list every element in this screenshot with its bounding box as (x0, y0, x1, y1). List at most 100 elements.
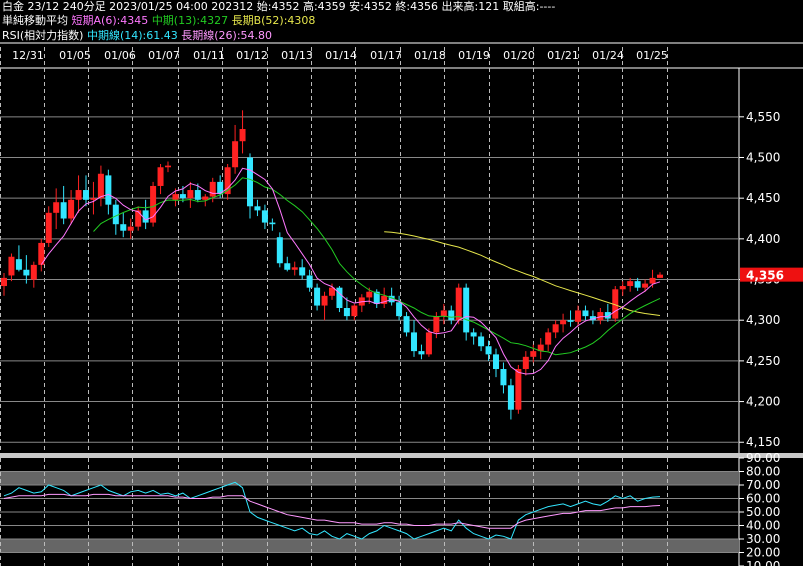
candle-body (478, 336, 485, 347)
candle-body (545, 332, 552, 345)
candle-body (112, 204, 119, 225)
date-tick-label: 01/11 (193, 49, 225, 62)
candle-body (284, 263, 291, 270)
candle-body (522, 356, 529, 370)
date-tick-label: 01/25 (636, 49, 668, 62)
rsi-series-line (3, 493, 661, 529)
candle-body (612, 289, 619, 319)
candle-body (567, 320, 574, 322)
last-price-label: 4,356 (746, 269, 784, 283)
price-tick-label: 4,450 (746, 191, 780, 205)
price-tick-label: 4,500 (746, 150, 780, 164)
last-price-tag (740, 267, 803, 282)
rsi-legend: RSI(相対力指数) 中期線(14):61.43 長期線(26):54.80 (2, 29, 272, 43)
candle-body (552, 324, 559, 333)
candle-body (314, 287, 321, 306)
rsi-tick-label: 80.00 (746, 465, 780, 479)
candle-body (642, 283, 649, 288)
price-tick-label: 4,400 (746, 232, 780, 246)
rsi-tick-label: 60.00 (746, 492, 780, 506)
rsi-long-label: 長期線(26):54.80 (181, 29, 273, 42)
candle-body (321, 295, 328, 306)
candle-body (83, 190, 89, 200)
candle-body (411, 332, 417, 352)
candle-body (127, 226, 134, 231)
candle-body (418, 351, 425, 355)
candle-body (202, 196, 209, 200)
ma-short-label: 短期A(6):4345 (71, 14, 149, 27)
candle-body (45, 212, 52, 243)
candle-body (53, 202, 60, 213)
date-tick-label: 01/06 (104, 49, 136, 62)
candle-body (604, 312, 611, 319)
rsi-tick-label: 50.00 (746, 505, 780, 519)
candle-body (172, 194, 179, 200)
price-tick-label: 4,250 (746, 354, 780, 368)
candle-body (329, 287, 335, 296)
candle-body (537, 344, 544, 352)
candle-body (306, 275, 313, 288)
ma-short-line (40, 167, 661, 375)
candle-body (291, 267, 298, 270)
candle-body (157, 167, 164, 186)
ma-mid-label: 中期(13):4327 (151, 14, 229, 27)
candle-body (60, 202, 67, 219)
candle-body (507, 385, 514, 410)
candle-body (403, 316, 410, 333)
candle-body (366, 291, 373, 298)
rsi-tick-label: 70.00 (746, 478, 780, 492)
ma-long-label: 長期B(52):4308 (231, 14, 316, 27)
rsi-band (0, 471, 739, 485)
candle-body (209, 181, 216, 197)
candle-body (135, 210, 142, 227)
rsi-tick-label: 30.00 (746, 532, 780, 546)
candle-body (194, 190, 201, 200)
candle-body (396, 302, 403, 317)
candle-body (634, 281, 641, 288)
candle-body (1, 277, 7, 287)
price-tick-label: 4,150 (746, 435, 780, 449)
candle-body (463, 287, 470, 333)
candle-body (619, 286, 626, 290)
candle-body (455, 287, 462, 321)
candle-body (470, 332, 477, 337)
date-tick-label: 01/18 (414, 49, 446, 62)
date-tick-label: 01/21 (547, 49, 579, 62)
candle-body (657, 274, 663, 278)
rsi-tick-label: 90.00 (746, 451, 780, 465)
candle-body (448, 310, 455, 321)
candle-body (254, 206, 261, 211)
candle-body (68, 199, 75, 219)
candle-body (336, 287, 343, 308)
candle-body (582, 310, 589, 317)
moving-average-legend: 単純移動平均 短期A(6):4345 中期(13):4327 長期B(52):4… (2, 14, 315, 28)
ma-long-line (384, 231, 661, 316)
candle-body (269, 222, 276, 225)
candle-body (142, 210, 149, 223)
candle-body (485, 346, 492, 355)
candle-body (217, 181, 224, 195)
date-tick-label: 01/19 (458, 49, 490, 62)
candle-body (649, 277, 656, 284)
candle-body (425, 332, 432, 355)
price-tick-label: 4,550 (746, 110, 780, 124)
candle-body (597, 312, 604, 321)
candle-body (8, 256, 15, 276)
candle-body (351, 305, 358, 317)
rsi-title: RSI(相対力指数) (2, 29, 84, 42)
candle-body (224, 167, 231, 195)
candle-body (232, 141, 239, 168)
candle-body (299, 267, 306, 276)
candle-body (575, 310, 581, 322)
date-tick-label: 01/05 (59, 49, 91, 62)
date-tick-label: 01/12 (236, 49, 268, 62)
candle-body (23, 269, 30, 276)
candle-body (165, 165, 171, 168)
header-info-text: 白金 23/12 240分足 2023/01/25 04:00 202312 始… (2, 0, 556, 13)
candle-body (179, 194, 186, 199)
candle-body (15, 259, 22, 270)
rsi-tick-label: 40.00 (746, 519, 780, 533)
candle-body (515, 369, 522, 410)
candle-body (120, 224, 127, 231)
